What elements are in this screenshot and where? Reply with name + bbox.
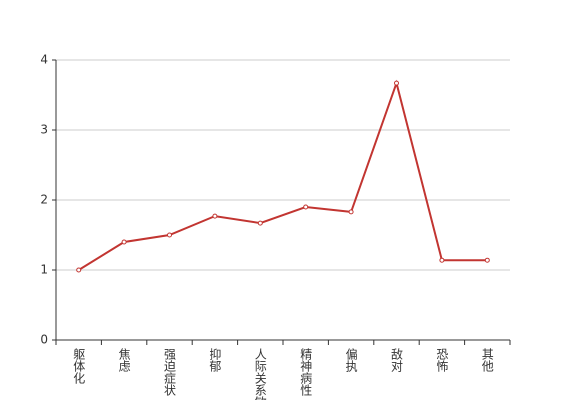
x-tick-label: 恐怖 [435,348,449,372]
line [78,79,488,271]
x-tick-label: 其他 [480,348,494,372]
y-tick-label: 3 [40,123,48,137]
x-tick-label: 强迫症状 [163,348,177,396]
point [484,257,490,263]
x-tick-label: 躯体化 [72,347,86,385]
point [348,209,354,215]
y-tick-label: 4 [40,53,48,67]
x-tick-label: 抑郁 [208,347,222,373]
x-tick-label: 人际关系敏感 [253,348,267,400]
x-tick-label: 偏执 [344,347,358,373]
point [167,232,172,238]
point [257,220,263,226]
point [439,257,445,263]
point [76,267,82,273]
y-tick-label: 2 [40,193,48,207]
x-tick-label: 焦虑 [117,348,131,372]
point [394,80,399,86]
y-tick-label: 0 [40,333,48,347]
point [303,204,309,210]
y-tick-label: 1 [40,263,48,277]
x-tick-label: 敌对 [390,347,404,372]
point [121,239,127,245]
point [212,213,218,219]
x-tick-label: 精神病性 [299,348,313,397]
